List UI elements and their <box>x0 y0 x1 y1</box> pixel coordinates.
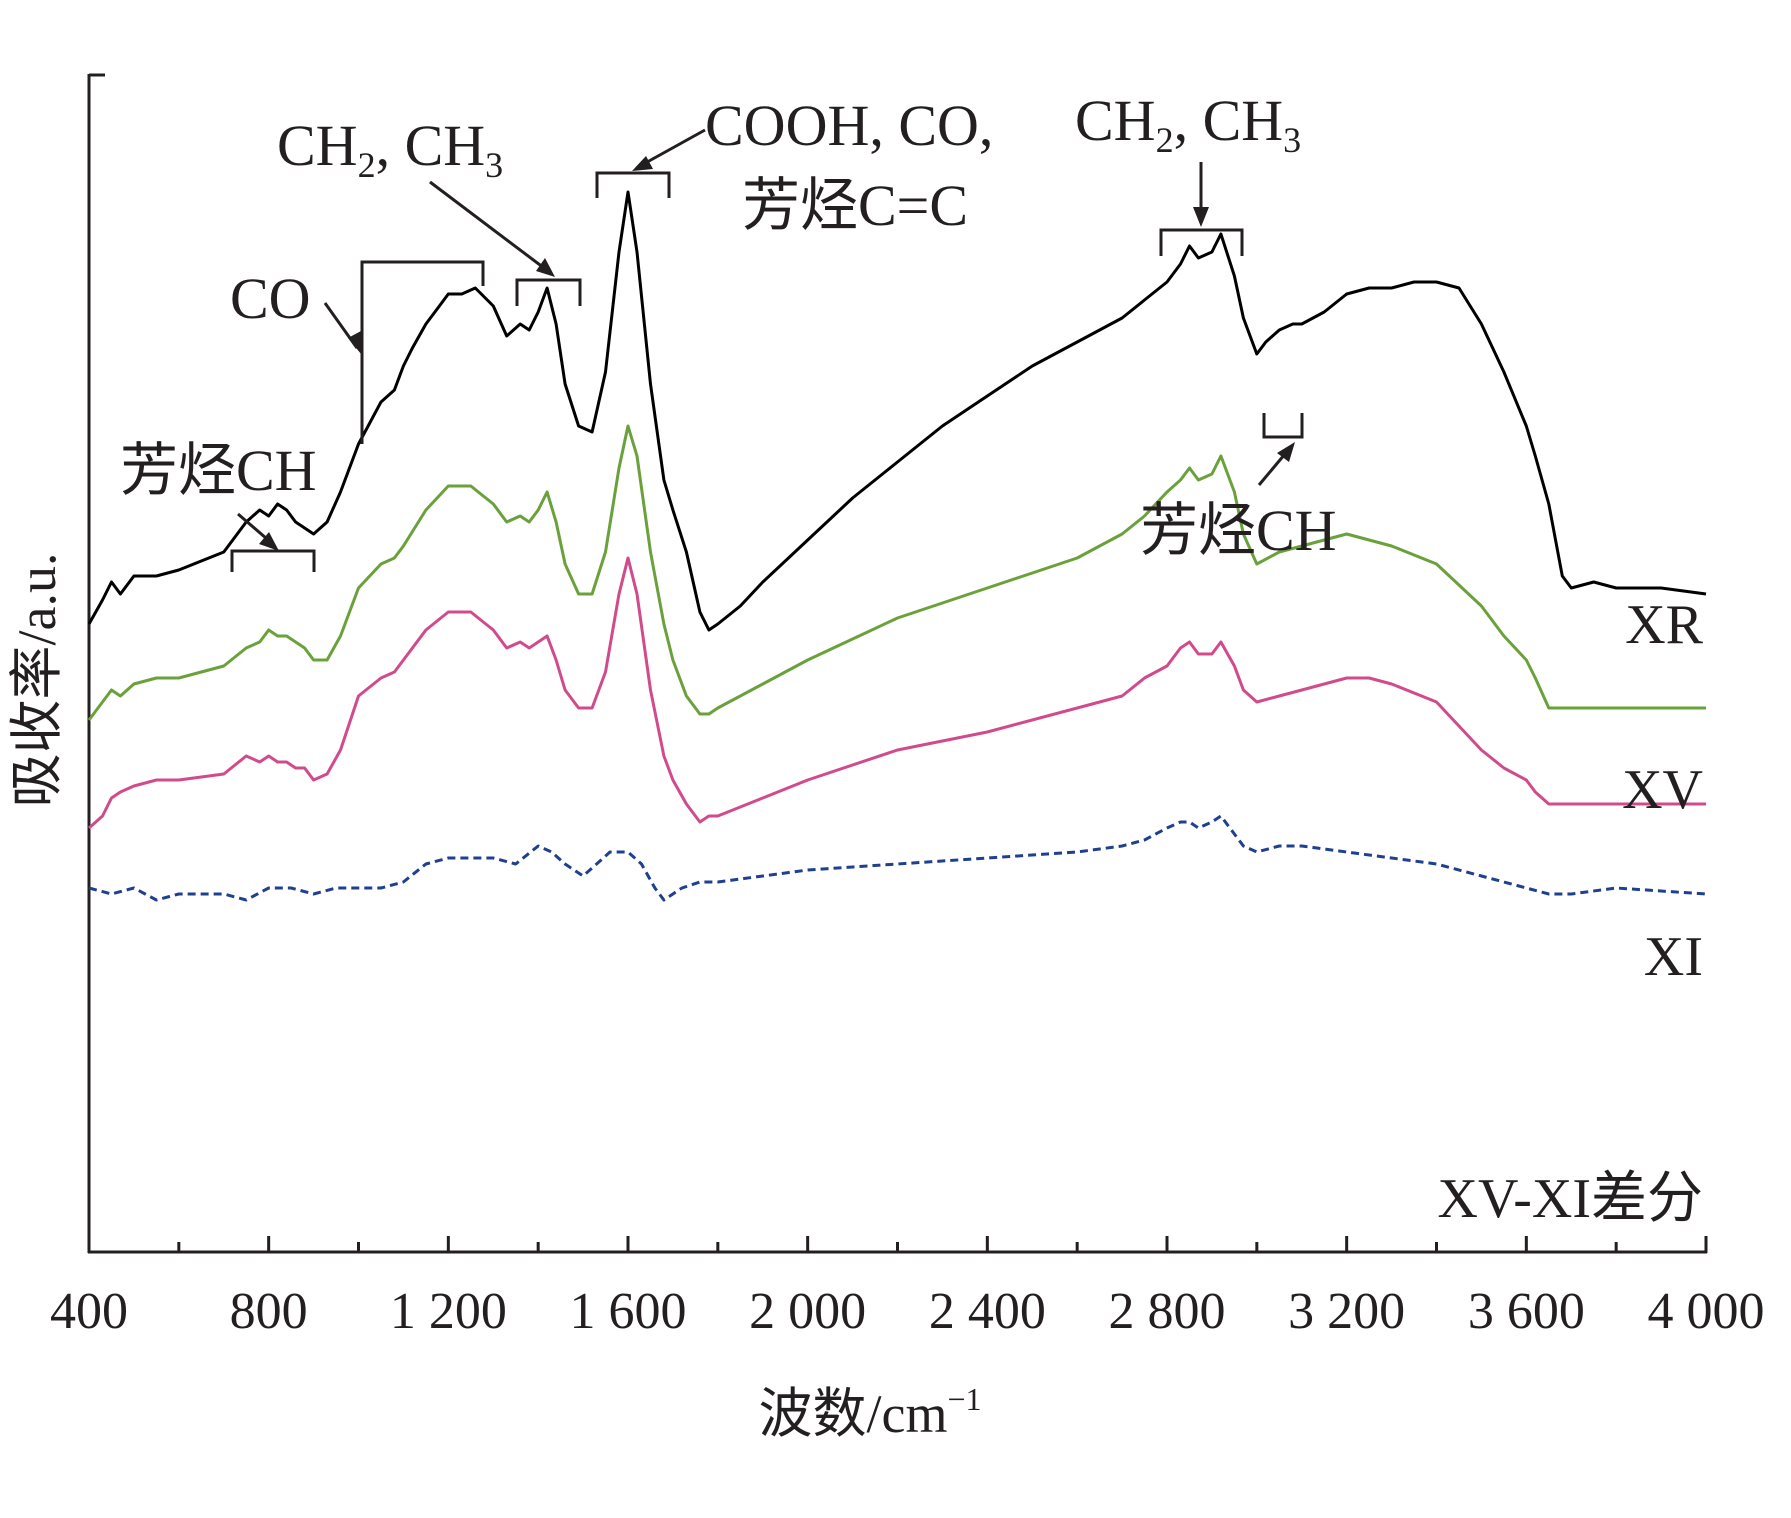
x-tick-label: 2 400 <box>929 1283 1046 1340</box>
arrowhead-ch2ch3-high <box>1193 207 1209 227</box>
annotation-ch2ch3-low: CH2, CH3 <box>277 113 503 185</box>
x-axis-title-text: 波数/cm <box>758 1384 947 1444</box>
bracket-aromatic-ch-low <box>230 549 316 572</box>
x-tick-label: 1 200 <box>390 1283 507 1340</box>
arrowhead-ch2ch3-low <box>536 258 555 277</box>
x-tick-label: 3 600 <box>1468 1283 1585 1340</box>
series-line-diff <box>88 814 1707 902</box>
series-label-xr: XR <box>1625 594 1703 656</box>
bracket-ch2ch3-low <box>515 278 582 306</box>
x-tick-labels: 400 800 1 200 1 600 2 000 2 400 2 800 3 200 3 60… <box>50 1283 1765 1340</box>
arrow-cooh <box>639 128 706 168</box>
annotation-ch2ch3-low-b: , CH <box>376 113 486 178</box>
x-tick-label: 3 200 <box>1288 1283 1405 1340</box>
series-line-xr <box>87 190 1707 632</box>
series-label-xv: XV <box>1622 759 1703 821</box>
x-axis-title: 波数/cm−1 <box>758 1381 981 1444</box>
annotation-aromatic-ch-high: 芳烃CH <box>1140 498 1337 563</box>
x-tick-label: 1 600 <box>570 1283 687 1340</box>
annotation-ch2ch3-high-b: , CH <box>1174 88 1284 153</box>
bracket-cooh <box>595 171 671 198</box>
annotation-co: CO <box>230 266 311 331</box>
annotation-marks <box>230 128 1304 572</box>
arrowhead-co <box>348 331 361 354</box>
arrow-ch2ch3-low <box>429 180 549 273</box>
x-axis-title-sup: −1 <box>947 1381 981 1417</box>
x-tick-label: 2 800 <box>1109 1283 1226 1340</box>
arrowhead-aromatic-ch-high <box>1277 442 1295 462</box>
axes <box>87 73 1708 1254</box>
annotation-aromatic-ch-low: 芳烃CH <box>120 438 317 503</box>
bracket-co <box>360 260 485 444</box>
annotation-ch2ch3-high-a: CH <box>1075 88 1156 153</box>
x-ticks <box>87 1236 1708 1252</box>
series-label-xi: XI <box>1644 926 1703 988</box>
series-line-xi <box>88 556 1706 830</box>
annotation-arrowheads <box>259 156 1295 551</box>
annotation-ch2ch3-high: CH2, CH3 <box>1075 88 1301 160</box>
series-lines <box>87 190 1707 902</box>
x-tick-label: 4 000 <box>1648 1283 1765 1340</box>
x-tick-label: 800 <box>230 1283 308 1340</box>
arrowhead-aromatic-ch-low <box>259 532 279 551</box>
annotation-ch2ch3-low-sub2: 3 <box>485 145 503 185</box>
series-line-xv <box>87 424 1706 721</box>
y-axis-title: 吸收率/a.u. <box>7 553 67 808</box>
annotation-ch2ch3-low-sub1: 2 <box>358 145 376 185</box>
annotation-ch2ch3-high-sub1: 2 <box>1156 120 1174 160</box>
series-label-diff: XV-XI差分 <box>1438 1168 1703 1230</box>
annotation-cooh-line1: COOH, CO, <box>705 93 993 158</box>
x-tick-label: 2 000 <box>749 1283 866 1340</box>
x-tick-label: 400 <box>50 1283 128 1340</box>
annotation-ch2ch3-low-a: CH <box>277 113 358 178</box>
bracket-aromatic-ch-high <box>1262 413 1304 439</box>
annotation-ch2ch3-high-sub2: 3 <box>1283 120 1301 160</box>
bracket-ch2ch3-high <box>1159 228 1244 256</box>
arrowhead-cooh <box>632 156 653 171</box>
annotation-cooh-line2: 芳烃C=C <box>742 173 968 238</box>
